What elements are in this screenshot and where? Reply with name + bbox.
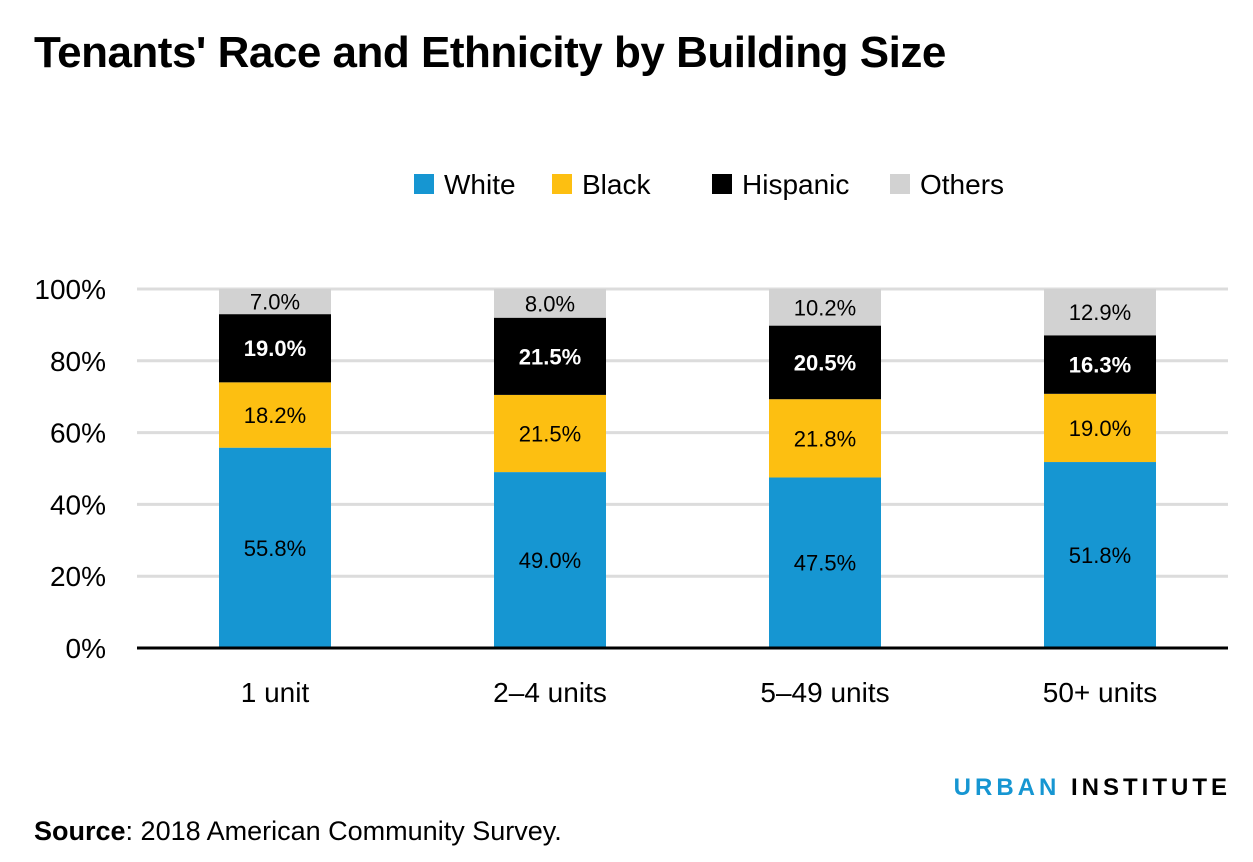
bar-segment-others: [494, 289, 606, 318]
bar-segment-others: [1044, 289, 1156, 336]
data-label: 21.5%: [519, 421, 581, 446]
x-tick-label: 1 unit: [241, 677, 310, 708]
y-tick-label: 60%: [50, 418, 106, 449]
legend-swatch-hispanic: [712, 174, 732, 194]
x-tick-label: 50+ units: [1043, 677, 1157, 708]
data-label: 19.0%: [1069, 416, 1131, 441]
data-label: 21.5%: [519, 344, 581, 369]
bar-segment-black: [769, 399, 881, 478]
legend-swatch-black: [552, 174, 572, 194]
data-label: 47.5%: [794, 551, 856, 576]
x-tick-label: 5–49 units: [760, 677, 889, 708]
bar-segment-hispanic: [769, 325, 881, 400]
data-label: 10.2%: [794, 295, 856, 320]
y-tick-label: 0%: [66, 633, 106, 664]
x-tick-label: 2–4 units: [493, 677, 607, 708]
source-text: : 2018 American Community Survey.: [125, 816, 562, 846]
data-label: 8.0%: [525, 291, 575, 316]
data-label: 51.8%: [1069, 543, 1131, 568]
bar-segment-hispanic: [1044, 335, 1156, 394]
legend-swatch-white: [414, 174, 434, 194]
legend-label-black: Black: [582, 169, 651, 200]
bar-segment-white: [1044, 462, 1156, 648]
data-label: 21.8%: [794, 426, 856, 451]
bar-segment-hispanic: [494, 317, 606, 395]
data-label: 55.8%: [244, 536, 306, 561]
data-label: 20.5%: [794, 350, 856, 375]
legend-swatch-others: [890, 174, 910, 194]
bar-segment-white: [769, 477, 881, 648]
y-tick-label: 100%: [34, 274, 106, 305]
data-label: 49.0%: [519, 548, 581, 573]
bar-segment-white: [219, 447, 331, 648]
y-tick-label: 40%: [50, 489, 106, 520]
chart-title: Tenants' Race and Ethnicity by Building …: [34, 28, 946, 77]
bar-segment-others: [769, 289, 881, 326]
source-note: Source: 2018 American Community Survey.: [34, 816, 562, 847]
bar-segment-hispanic: [219, 314, 331, 383]
bar-segment-black: [219, 382, 331, 448]
bar-segment-others: [219, 289, 331, 315]
logo-urban: URBAN: [953, 774, 1061, 801]
data-label: 12.9%: [1069, 300, 1131, 325]
bar-segment-black: [494, 394, 606, 473]
data-label: 19.0%: [244, 336, 306, 361]
legend-label-others: Others: [920, 169, 1004, 200]
data-label: 7.0%: [250, 290, 300, 315]
logo-institute: INSTITUTE: [1071, 774, 1231, 801]
data-label: 16.3%: [1069, 353, 1131, 378]
y-tick-label: 20%: [50, 561, 106, 592]
y-tick-label: 80%: [50, 346, 106, 377]
bar-segment-white: [494, 472, 606, 648]
data-label: 18.2%: [244, 403, 306, 428]
source-label: Source: [34, 816, 126, 846]
bar-segment-black: [1044, 393, 1156, 463]
legend-label-hispanic: Hispanic: [742, 169, 849, 200]
urban-institute-logo: URBAN INSTITUTE: [954, 774, 1231, 802]
legend-label-white: White: [444, 169, 516, 200]
